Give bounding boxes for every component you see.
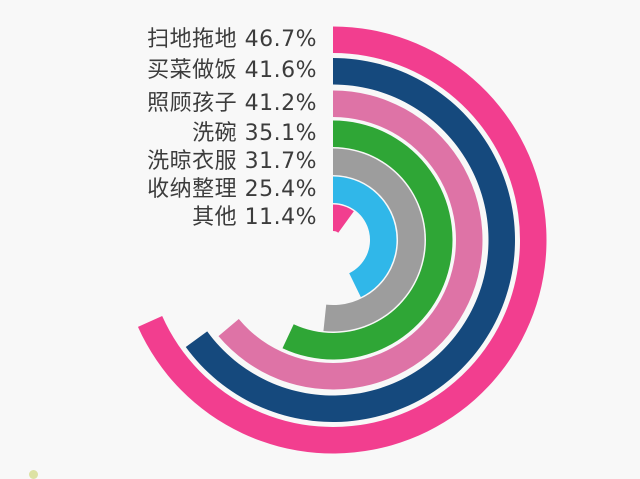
ring-arc: [282, 120, 453, 360]
ring-arc: [137, 26, 547, 454]
ring-arc: [323, 148, 425, 332]
decorative-speck: [29, 470, 38, 479]
ring-arc: [333, 204, 354, 233]
ring-arc: [218, 90, 483, 390]
ring-arc: [333, 176, 397, 298]
